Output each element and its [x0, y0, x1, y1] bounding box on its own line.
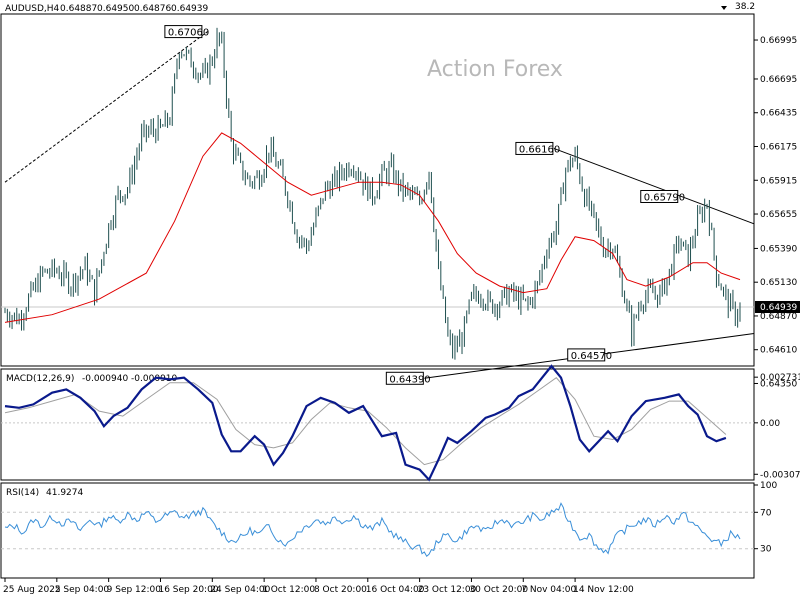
- time-tick-label: 9 Sep 12:00: [107, 585, 162, 595]
- time-tick-label: 2 Sep 04:00: [55, 585, 110, 595]
- header-close: 0.64939: [171, 4, 208, 14]
- corner-value: 38.2: [735, 2, 755, 12]
- price-tick-label: 0.65130: [760, 278, 797, 288]
- time-tick-label: 1 Oct 12:00: [262, 585, 315, 595]
- price-tick-label: 0.66435: [760, 109, 797, 119]
- macd-tick-label: 0.00: [760, 419, 780, 429]
- current-price-badge: [755, 300, 800, 313]
- price-annotation-label: 0.67060: [168, 28, 209, 39]
- rsi-value: 41.9274: [46, 488, 83, 498]
- trendline-1[interactable]: [553, 147, 755, 225]
- price-annotation-box[interactable]: [164, 25, 203, 39]
- price-annotation-label: 0.65790: [644, 192, 685, 203]
- header-low: 0.64876: [134, 4, 171, 14]
- rsi-line: [4, 502, 741, 557]
- price-tick-label: 0.65915: [760, 176, 797, 186]
- price-annotation-label: 0.64390: [389, 374, 430, 385]
- price-tick-label: 0.66175: [760, 143, 797, 153]
- macd-line: [4, 364, 727, 482]
- price-tick-label: 0.66695: [760, 75, 797, 85]
- price-tick-label: 0.65390: [760, 244, 797, 254]
- current-price-label: 0.64939: [760, 303, 797, 313]
- time-tick-label: 25 Aug 2025: [3, 585, 61, 595]
- price-tick-label: 0.64870: [760, 312, 797, 322]
- time-tick-label: 23 Oct 12:00: [418, 585, 477, 595]
- header-open: 0.64887: [60, 4, 97, 14]
- price-annotation-box[interactable]: [567, 348, 606, 362]
- macd-label: MACD(12,26,9): [6, 374, 74, 384]
- macd-tick-label: -0.003077: [760, 470, 800, 480]
- watermark: Action Forex: [427, 57, 563, 82]
- time-tick-label: 14 Nov 12:00: [573, 585, 634, 595]
- macd-signal-line: [4, 377, 727, 466]
- header-high: 0.64950: [97, 4, 134, 14]
- price-annotation-box[interactable]: [515, 141, 554, 155]
- rsi-panel: [0, 482, 755, 579]
- rsi-tick-label: 30: [760, 545, 772, 555]
- time-tick-label: 16 Oct 04:00: [366, 585, 425, 595]
- rsi-tick-label: 70: [760, 508, 772, 518]
- time-tick-label: 16 Sep 20:00: [158, 585, 218, 595]
- trendline-0[interactable]: [4, 31, 208, 183]
- time-tick-label: 7 Nov 04:00: [521, 585, 576, 595]
- price-tick-label: 0.64610: [760, 346, 797, 356]
- header-symbol: AUDUSD,H4: [5, 4, 60, 14]
- time-tick-label: 8 Oct 20:00: [314, 585, 367, 595]
- rsi-tick-label: 100: [760, 481, 777, 491]
- rsi-label: RSI(14): [6, 488, 39, 498]
- price-annotation-label: 0.64570: [571, 351, 612, 362]
- price-annotation-box[interactable]: [640, 189, 679, 203]
- price-annotation-label: 0.66160: [519, 144, 560, 155]
- macd-values: -0.000940 -0.000910: [82, 374, 178, 384]
- price-tick-label: 0.66995: [760, 36, 797, 46]
- macd-panel: [0, 368, 755, 481]
- time-tick-label: 24 Sep 04:00: [210, 585, 270, 595]
- moving-average-line: [4, 132, 741, 323]
- price-annotation-box[interactable]: [385, 371, 424, 385]
- collapse-arrow-icon[interactable]: [721, 6, 727, 10]
- macd-tick-label: 0.002731: [760, 373, 800, 383]
- price-tick-label: 0.65655: [760, 210, 797, 220]
- price-tick-label: 0.64350: [760, 379, 797, 389]
- time-tick-label: 30 Oct 20:00: [469, 585, 528, 595]
